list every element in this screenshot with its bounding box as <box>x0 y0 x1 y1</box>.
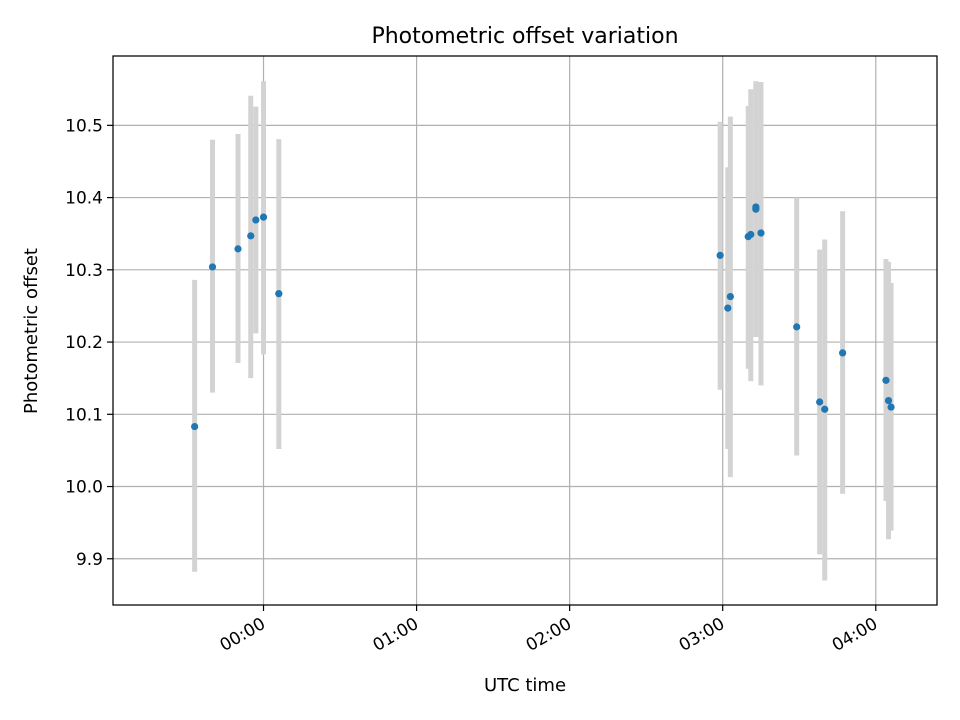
data-point <box>724 304 732 312</box>
data-point <box>259 213 268 221</box>
y-axis-ticks: 9.9 10.0 10.1 10.2 10.3 10.4 10.5 <box>65 116 113 570</box>
axes-frame <box>112 55 938 606</box>
data-point <box>208 263 217 271</box>
data-points <box>191 203 895 431</box>
data-point <box>252 216 260 224</box>
y-axis-label: Photometric offset <box>21 248 42 414</box>
data-point <box>275 290 283 298</box>
data-point <box>752 205 760 213</box>
data-point <box>821 405 829 413</box>
data-point <box>887 403 895 411</box>
y-tick-label: 10.0 <box>65 478 103 498</box>
data-point <box>747 230 755 239</box>
y-tick-label: 10.3 <box>65 261 103 281</box>
y-tick-label: 9.9 <box>76 550 103 570</box>
data-point <box>839 349 847 357</box>
data-point <box>247 232 255 240</box>
data-point <box>884 396 893 405</box>
data-point <box>191 422 199 431</box>
data-point <box>882 376 890 384</box>
y-tick-label: 10.5 <box>65 116 103 136</box>
y-tick-label: 10.2 <box>65 333 103 353</box>
x-axis-label: UTC time <box>484 675 566 696</box>
data-point <box>726 292 734 301</box>
y-tick-label: 10.1 <box>65 405 103 425</box>
chart-title: Photometric offset variation <box>371 24 678 49</box>
data-point <box>757 229 765 237</box>
data-point <box>716 251 724 259</box>
y-tick-label: 10.4 <box>65 189 103 209</box>
data-point <box>793 323 801 331</box>
data-point <box>234 245 242 253</box>
data-point <box>816 398 824 406</box>
